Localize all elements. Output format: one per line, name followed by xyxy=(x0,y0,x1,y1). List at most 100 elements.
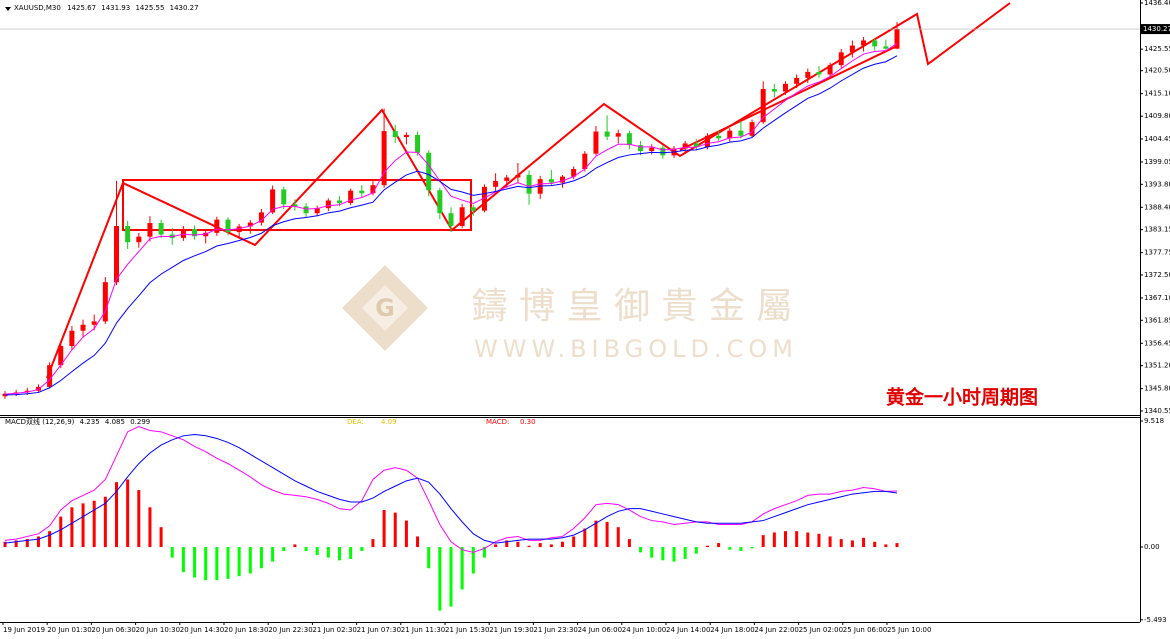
y-tick-label: 1409.80 xyxy=(1144,112,1170,120)
x-tick-label: 20 Jun 01:30 xyxy=(47,626,91,634)
x-tick-label: 21 Jun 15:30 xyxy=(445,626,489,634)
histogram-bar xyxy=(728,547,732,550)
y-tick-label: 1361.85 xyxy=(1144,316,1170,324)
candle-body xyxy=(504,177,510,181)
histogram-bar xyxy=(126,479,130,548)
histogram-bar xyxy=(705,545,709,548)
candle-body xyxy=(270,189,276,213)
candle-body xyxy=(192,228,198,237)
candle-body xyxy=(359,190,365,194)
histogram-bar xyxy=(538,543,542,548)
candle-body xyxy=(337,200,342,204)
histogram-bar xyxy=(360,547,364,552)
candle-body xyxy=(314,208,320,214)
y-tick-label: 1372.50 xyxy=(1144,271,1170,279)
histogram-bar xyxy=(672,547,676,562)
histogram-bar xyxy=(36,536,40,548)
open-readout: 1425.67 xyxy=(67,4,96,12)
watermark: G 鑄 博 皇 御 貴 金 屬 WWW.BIBGOLD.COM xyxy=(342,265,793,363)
histogram-bar xyxy=(293,544,297,548)
histogram-bar xyxy=(627,539,631,548)
candle-body xyxy=(571,168,577,177)
histogram-bar xyxy=(193,547,197,578)
histogram-bar xyxy=(650,547,654,558)
candle-body xyxy=(325,200,331,209)
y-tick-label: 1425.55 xyxy=(1144,45,1170,53)
histogram-bar xyxy=(215,547,219,581)
candle-body xyxy=(481,186,487,211)
candle-body xyxy=(749,122,755,136)
candle-body xyxy=(69,330,75,347)
candle-body xyxy=(816,71,822,75)
candle-body xyxy=(593,131,599,154)
signal-readout: 4.085 xyxy=(105,418,125,426)
histogram-bar xyxy=(850,540,854,548)
histogram-bar xyxy=(449,547,453,607)
y-tick-label: 1415.10 xyxy=(1144,90,1170,98)
candle-body xyxy=(80,324,86,331)
histogram-bar xyxy=(616,527,620,548)
candle-body xyxy=(214,219,220,233)
readout-label: DEA: xyxy=(347,418,364,426)
annotation: 黄金一小时周期图 xyxy=(886,386,1038,409)
candle-body xyxy=(392,131,398,138)
low-readout: 1425.55 xyxy=(135,4,164,12)
candle-body xyxy=(548,179,554,183)
y-tick-label: 1340.55 xyxy=(1144,407,1170,415)
candle-body xyxy=(526,174,532,194)
histogram-bar xyxy=(271,547,275,562)
candle-body xyxy=(236,226,242,232)
x-tick-label: 21 Jun 02:30 xyxy=(312,626,356,634)
price-header: XAUUSD,M30 1425.67 1431.93 1425.55 1430.… xyxy=(14,4,199,12)
candle-body xyxy=(470,207,476,211)
candle-body xyxy=(180,228,186,238)
y-tick-label: 1377.75 xyxy=(1144,249,1170,257)
histogram-bar xyxy=(750,547,754,549)
x-tick-label: 21 Jun 23:30 xyxy=(533,626,577,634)
histogram-bar xyxy=(393,512,397,548)
histogram-bar xyxy=(784,531,787,548)
histogram-bar xyxy=(416,536,420,548)
histogram-bar xyxy=(25,539,29,548)
histogram-bar xyxy=(739,547,743,552)
histogram-bar xyxy=(92,500,96,548)
candle-body xyxy=(515,174,521,178)
range-box xyxy=(122,179,472,231)
x-tick-label: 20 Jun 22:30 xyxy=(268,626,312,634)
zigzag-line xyxy=(46,2,1011,379)
candle-body xyxy=(783,83,788,92)
histogram-bar xyxy=(549,544,553,548)
histogram-bar xyxy=(226,547,230,579)
candle-body xyxy=(114,226,119,283)
candle-body xyxy=(158,223,164,235)
y-tick-label: 1345.80 xyxy=(1144,385,1170,393)
histogram-bar xyxy=(482,547,486,558)
histogram-bar xyxy=(895,543,899,548)
candle-body xyxy=(437,190,443,214)
x-tick-label: 24 Jun 14:00 xyxy=(666,626,710,634)
x-tick-label: 20 Jun 14:30 xyxy=(180,626,224,634)
x-tick-label: 21 Jun 11:30 xyxy=(401,626,445,634)
histogram-bar xyxy=(661,547,665,561)
y-tick-label: 0.00 xyxy=(1144,543,1160,551)
candle-body xyxy=(102,282,108,322)
candle-body xyxy=(381,131,387,186)
candle-body xyxy=(448,213,454,227)
histogram-bar xyxy=(237,547,241,577)
histogram-bar xyxy=(516,541,520,548)
candle-body xyxy=(704,135,710,147)
histogram-bar xyxy=(315,547,319,555)
histogram-bar xyxy=(338,547,341,561)
current-price-box xyxy=(1141,24,1170,35)
line-series xyxy=(4,433,898,544)
candle-body xyxy=(626,133,632,146)
candle-body xyxy=(827,65,833,75)
histogram-bar xyxy=(427,547,431,569)
candle-body xyxy=(136,236,142,243)
histogram-bar xyxy=(471,547,475,574)
histogram-bar xyxy=(204,547,208,581)
histogram-bar xyxy=(148,507,152,548)
y-tick-label: 1351.20 xyxy=(1144,362,1170,370)
histogram-bar xyxy=(59,516,63,548)
